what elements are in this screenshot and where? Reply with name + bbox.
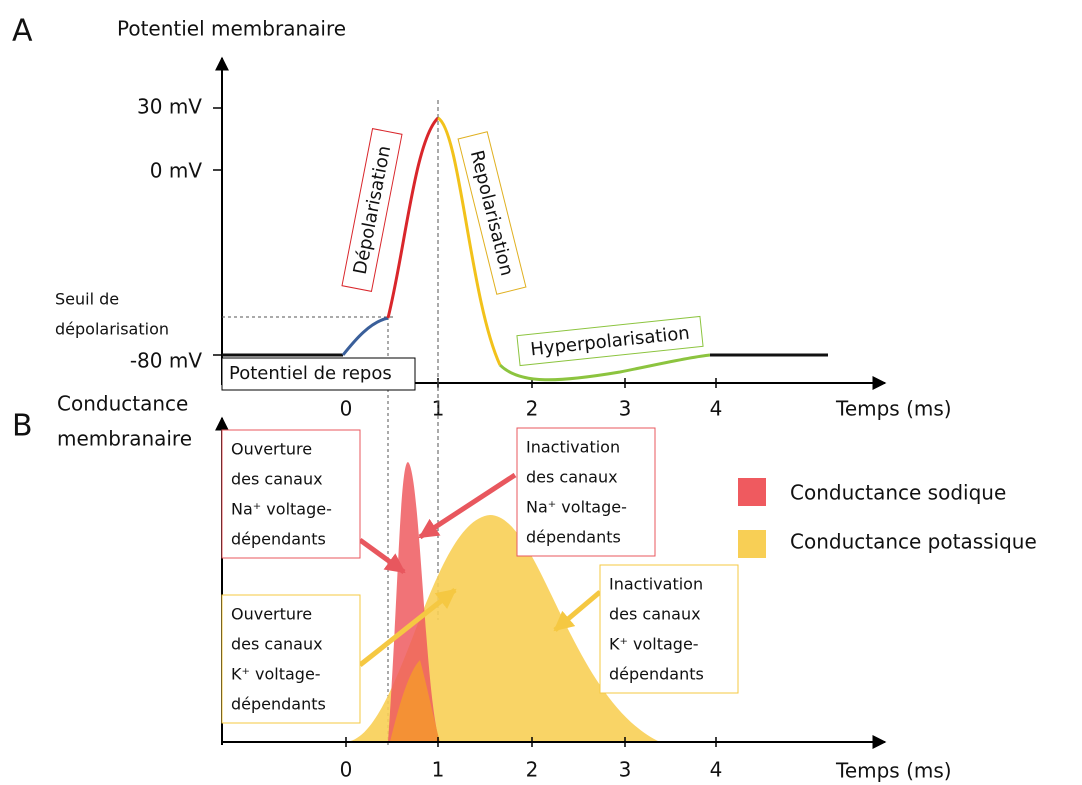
- repol-group: Repolarisation: [457, 131, 527, 295]
- legend-swatch: [738, 530, 766, 558]
- panel-title: Conductance: [57, 392, 188, 416]
- callout-box: [221, 594, 361, 724]
- x-label: 0: [340, 397, 353, 421]
- callout-text: K⁺ voltage-: [609, 635, 699, 654]
- y-label: 30 mV: [137, 95, 202, 119]
- ticks: [345, 737, 717, 747]
- callout-text: Na⁺ voltage-: [231, 500, 332, 519]
- callout-box: [516, 427, 656, 557]
- x-axis-title: Temps (ms): [835, 397, 952, 421]
- callouts: Ouverture des canaux Na⁺ voltage-dépendant…: [221, 427, 739, 724]
- x-label: 4: [710, 758, 723, 782]
- x-label: 1: [432, 758, 445, 782]
- callout-text: Ouverture: [231, 605, 312, 624]
- callout-text: dépendants: [609, 665, 704, 684]
- callout-text: dépendants: [526, 528, 621, 547]
- callout-text: des canaux: [609, 605, 701, 624]
- callout-box: [599, 564, 739, 694]
- resting-box: [221, 357, 416, 391]
- panel-label: B: [12, 409, 33, 444]
- threshold-label: Seuil de: [55, 290, 119, 309]
- panel-label: A: [12, 14, 33, 49]
- threshold-label: dépolarisation: [55, 320, 169, 339]
- panel-title: membranaire: [57, 427, 192, 451]
- callout-text: K⁺ voltage-: [231, 665, 321, 684]
- callout-text: des canaux: [526, 468, 618, 487]
- potential-curve: [222, 116, 828, 382]
- legend-label: Conductance sodique: [790, 481, 1006, 505]
- callout-box: [221, 429, 361, 559]
- x-axis-title: Temps (ms): [835, 759, 952, 783]
- y-label: -80 mV: [130, 349, 203, 373]
- x-label: 3: [619, 397, 632, 421]
- y-label: 0 mV: [150, 159, 203, 183]
- sodium-area: [388, 462, 440, 742]
- resting-label: Potentiel de repos: [229, 363, 392, 384]
- callout-text: Ouverture: [231, 440, 312, 459]
- panel-title: Potentiel membranaire: [117, 17, 346, 41]
- callout-text: Inactivation: [526, 438, 620, 457]
- arrows: [358, 472, 602, 667]
- x-label: 0: [340, 758, 353, 782]
- callout-text: des canaux: [231, 635, 323, 654]
- legend-swatch: [738, 478, 766, 506]
- callout-text: dépendants: [231, 530, 326, 549]
- callout-text: dépendants: [231, 695, 326, 714]
- callout-text: Na⁺ voltage-: [526, 498, 627, 517]
- depol-group: Dépolarisation: [341, 128, 403, 292]
- x-label: 2: [526, 397, 539, 421]
- overlap-area: [390, 660, 440, 742]
- legend-label: Conductance potassique: [790, 530, 1037, 554]
- x-label: 2: [526, 758, 539, 782]
- callout-text: des canaux: [231, 470, 323, 489]
- x-label: 4: [710, 397, 723, 421]
- callout-text: Inactivation: [609, 575, 703, 594]
- x-label: 3: [619, 758, 632, 782]
- hyper-group: Hyperpolarisation: [516, 315, 704, 367]
